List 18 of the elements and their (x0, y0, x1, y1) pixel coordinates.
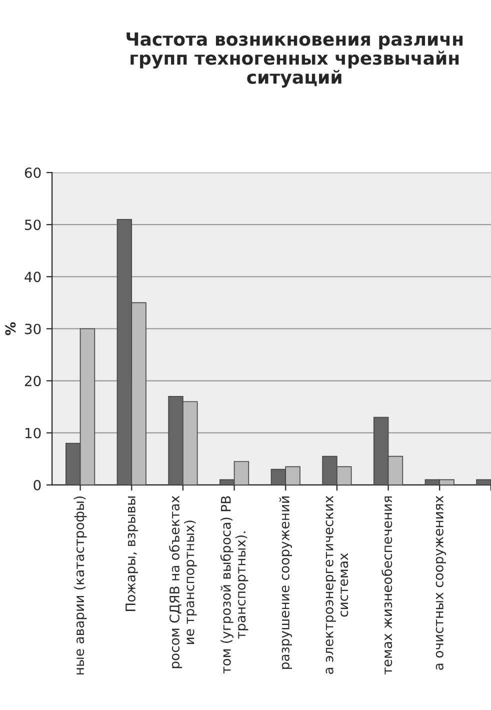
y-tick-label: 60 (24, 168, 41, 178)
y-tick-label: 50 (25, 220, 41, 230)
y-tick-label: 20 (24, 376, 41, 386)
bar (476, 479, 491, 485)
y-tick-label: 0 (34, 480, 41, 490)
y-tick-label: 30 (25, 324, 41, 334)
y-tick-label: 10 (25, 428, 41, 438)
x-tick-label: ные аварии (катастрофы) (74, 496, 87, 674)
x-tick-label: росом СДЯВ на объектах ие транспортных) (169, 496, 197, 668)
x-tick-label: темах жизнеобеспечения (382, 496, 392, 674)
x-tick-label: Пожары, взрывы (126, 496, 138, 611)
y-tick-label: 40 (24, 272, 41, 282)
y-axis-title: % (5, 322, 16, 336)
x-tick-label: разрушение сооружений (279, 496, 292, 669)
x-tick-label: а очистных сооружениях (436, 496, 446, 670)
x-tick-label: том (угрозой выброса) РВ транспортных). (220, 496, 248, 674)
chart-title: Частота возникновения различн групп техногенных чрезвычайн ситуаций (126, 32, 463, 88)
x-tick-label: а электроэнергетических системах (326, 496, 348, 674)
